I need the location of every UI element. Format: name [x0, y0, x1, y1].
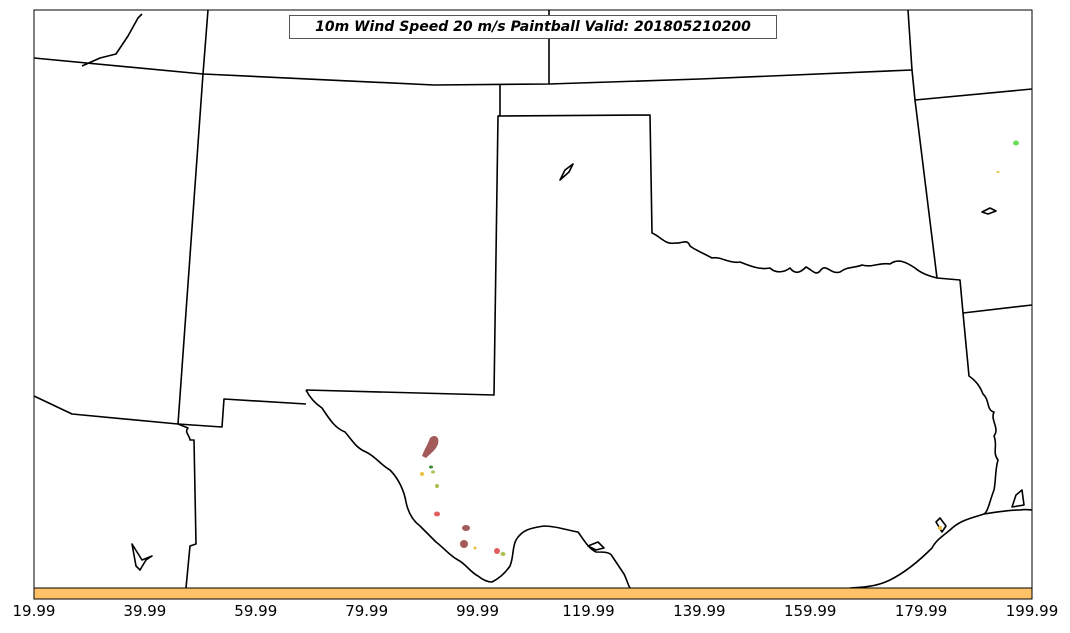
paintball-blobs	[420, 140, 1019, 556]
border-north-4	[907, 9, 1033, 101]
paint-blob-green-2	[1013, 140, 1019, 146]
paint-blob-yellow-1	[420, 472, 424, 476]
paint-blob-green-1	[429, 465, 433, 469]
paint-blob-olive-3	[500, 552, 506, 556]
map-title: 10m Wind Speed 20 m/s Paintball Valid: 2…	[289, 15, 777, 39]
border-north-2	[202, 9, 209, 75]
border-tx-east	[962, 312, 999, 515]
paint-blob-darkred-2	[460, 540, 468, 548]
lake-3	[131, 543, 153, 571]
paint-blob-red-2	[494, 548, 500, 554]
border-tx-nm	[177, 423, 197, 589]
lake-1	[559, 163, 574, 181]
border-tx-rio	[305, 389, 631, 589]
border-ar	[914, 99, 938, 279]
border-la-coast	[983, 508, 1033, 515]
colorbar-tick-label: 99.99	[456, 602, 499, 620]
paint-blob-red-1	[434, 511, 440, 517]
paint-blob-darkred-1	[422, 436, 439, 458]
paint-blob-yellow-4	[938, 526, 942, 530]
colorbar-tick-label: 59.99	[234, 602, 277, 620]
colorbar-tick-label: 159.99	[784, 602, 837, 620]
border-north-1	[33, 57, 913, 86]
border-west-az	[33, 395, 179, 425]
border-ok	[497, 114, 964, 314]
paint-blob-olive-1	[431, 470, 435, 474]
paint-blob-yellow-2	[473, 546, 477, 550]
lake-4	[81, 13, 143, 67]
colorbar-tick-label: 179.99	[895, 602, 948, 620]
colorbar	[33, 587, 1033, 600]
paint-blob-darkred-3	[462, 525, 470, 531]
plot-frame	[33, 9, 1033, 599]
colorbar-tick-label: 139.99	[673, 602, 726, 620]
paint-blob-yellow-3	[996, 171, 1000, 173]
border-ar-la	[962, 304, 1033, 314]
colorbar-tick-label: 199.99	[1006, 602, 1059, 620]
colorbar-tick-label: 79.99	[345, 602, 388, 620]
lake-6	[587, 541, 605, 551]
border-tx-coast	[849, 513, 985, 589]
colorbar-tick-label: 119.99	[562, 602, 615, 620]
colorbar-ticks: 19.99 39.99 59.99 79.99 99.99 119.99 139.99 159…	[13, 602, 1059, 620]
paint-blob-olive-2	[435, 484, 439, 488]
lake-2	[981, 207, 997, 215]
state-borders	[33, 9, 1033, 589]
colorbar-tick-label: 39.99	[123, 602, 166, 620]
border-la-inlet	[1011, 489, 1025, 508]
border-nm-west	[177, 73, 307, 428]
colorbar-tick-label: 19.99	[13, 602, 56, 620]
